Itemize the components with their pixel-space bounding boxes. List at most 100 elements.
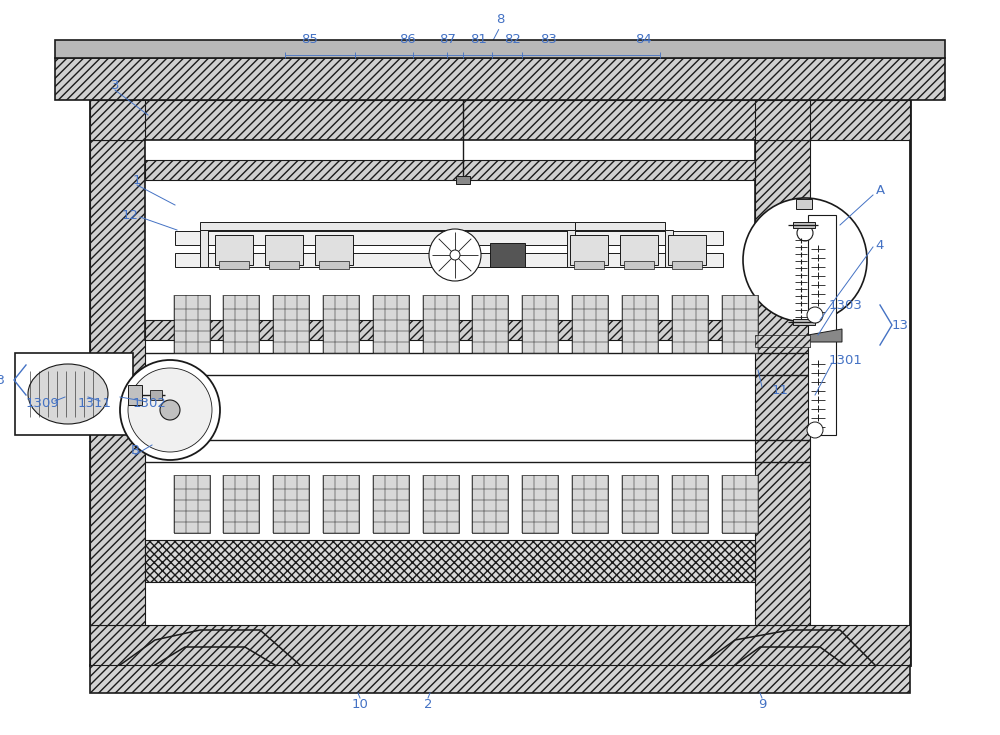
Text: 8: 8 <box>496 12 504 26</box>
Bar <box>145 160 755 180</box>
Bar <box>665 230 673 267</box>
Bar <box>722 475 758 533</box>
Bar <box>567 230 575 267</box>
Bar <box>373 475 409 533</box>
Bar <box>90 100 145 140</box>
Circle shape <box>797 225 813 241</box>
Bar <box>620 235 658 265</box>
Bar <box>55 40 945 58</box>
Circle shape <box>128 368 212 452</box>
Bar <box>472 295 508 353</box>
Bar <box>323 295 359 353</box>
Bar <box>574 261 604 269</box>
Circle shape <box>450 250 460 260</box>
Bar <box>668 235 706 265</box>
Bar <box>145 140 755 340</box>
Bar <box>522 475 558 533</box>
Text: 10: 10 <box>352 698 368 711</box>
Bar <box>793 319 815 325</box>
Bar <box>572 475 608 533</box>
Text: 83: 83 <box>541 32 557 46</box>
Bar <box>722 295 758 353</box>
Circle shape <box>429 229 481 281</box>
Bar <box>672 295 708 353</box>
Bar <box>622 295 658 353</box>
Bar <box>128 385 142 405</box>
Text: 81: 81 <box>471 32 487 46</box>
Bar <box>575 222 665 230</box>
Circle shape <box>807 307 823 323</box>
Bar <box>200 222 575 230</box>
Bar <box>90 625 910 665</box>
Bar <box>223 295 259 353</box>
Bar <box>315 235 353 265</box>
Bar <box>672 475 708 533</box>
Bar <box>808 215 836 435</box>
Bar <box>175 231 723 245</box>
Bar <box>90 140 145 625</box>
Bar <box>90 100 910 665</box>
Bar <box>273 295 309 353</box>
Text: 1: 1 <box>133 173 141 187</box>
Text: 9: 9 <box>758 698 766 711</box>
Bar <box>622 475 658 533</box>
Bar <box>200 230 208 267</box>
Bar <box>219 261 249 269</box>
Bar <box>174 295 210 353</box>
Circle shape <box>120 360 220 460</box>
Bar <box>572 295 608 353</box>
Text: 2: 2 <box>424 698 432 711</box>
Polygon shape <box>808 329 842 342</box>
Bar <box>456 176 470 184</box>
Circle shape <box>807 422 823 438</box>
Bar <box>145 320 755 340</box>
Bar <box>145 540 755 582</box>
Bar <box>273 475 309 533</box>
Bar <box>755 335 810 347</box>
Bar <box>269 261 299 269</box>
Bar <box>175 253 723 267</box>
Text: 86: 86 <box>400 32 416 46</box>
Bar <box>423 295 459 353</box>
Bar <box>624 261 654 269</box>
Text: A: A <box>875 184 885 196</box>
Bar <box>423 475 459 533</box>
Circle shape <box>160 400 180 420</box>
Text: 1302: 1302 <box>133 396 167 409</box>
Bar <box>796 199 812 209</box>
Text: B: B <box>130 443 140 456</box>
Text: 1301: 1301 <box>828 354 862 367</box>
Bar <box>319 261 349 269</box>
Bar <box>15 353 133 435</box>
Bar <box>490 243 525 267</box>
Text: 1303: 1303 <box>828 298 862 312</box>
Bar <box>223 475 259 533</box>
Bar <box>323 475 359 533</box>
Bar <box>755 100 810 140</box>
Bar <box>90 100 910 140</box>
Text: 3: 3 <box>111 79 119 91</box>
Text: 12: 12 <box>122 209 138 221</box>
Bar <box>90 665 910 693</box>
Text: 11: 11 <box>772 384 788 396</box>
Text: 4: 4 <box>876 238 884 251</box>
Bar <box>55 58 945 100</box>
Text: 87: 87 <box>440 32 456 46</box>
Bar <box>672 261 702 269</box>
Bar <box>472 475 508 533</box>
Bar <box>265 235 303 265</box>
Circle shape <box>743 198 867 322</box>
Text: 13: 13 <box>0 373 6 387</box>
Text: 82: 82 <box>505 32 521 46</box>
Bar <box>215 235 253 265</box>
Bar <box>174 475 210 533</box>
Bar <box>755 140 810 625</box>
Text: 13: 13 <box>892 318 908 331</box>
Bar <box>150 390 162 400</box>
Bar <box>570 235 608 265</box>
Text: 1311: 1311 <box>78 396 112 409</box>
Bar <box>793 222 815 228</box>
Text: 84: 84 <box>636 32 652 46</box>
Text: 1309: 1309 <box>25 396 59 409</box>
Text: 85: 85 <box>302 32 318 46</box>
